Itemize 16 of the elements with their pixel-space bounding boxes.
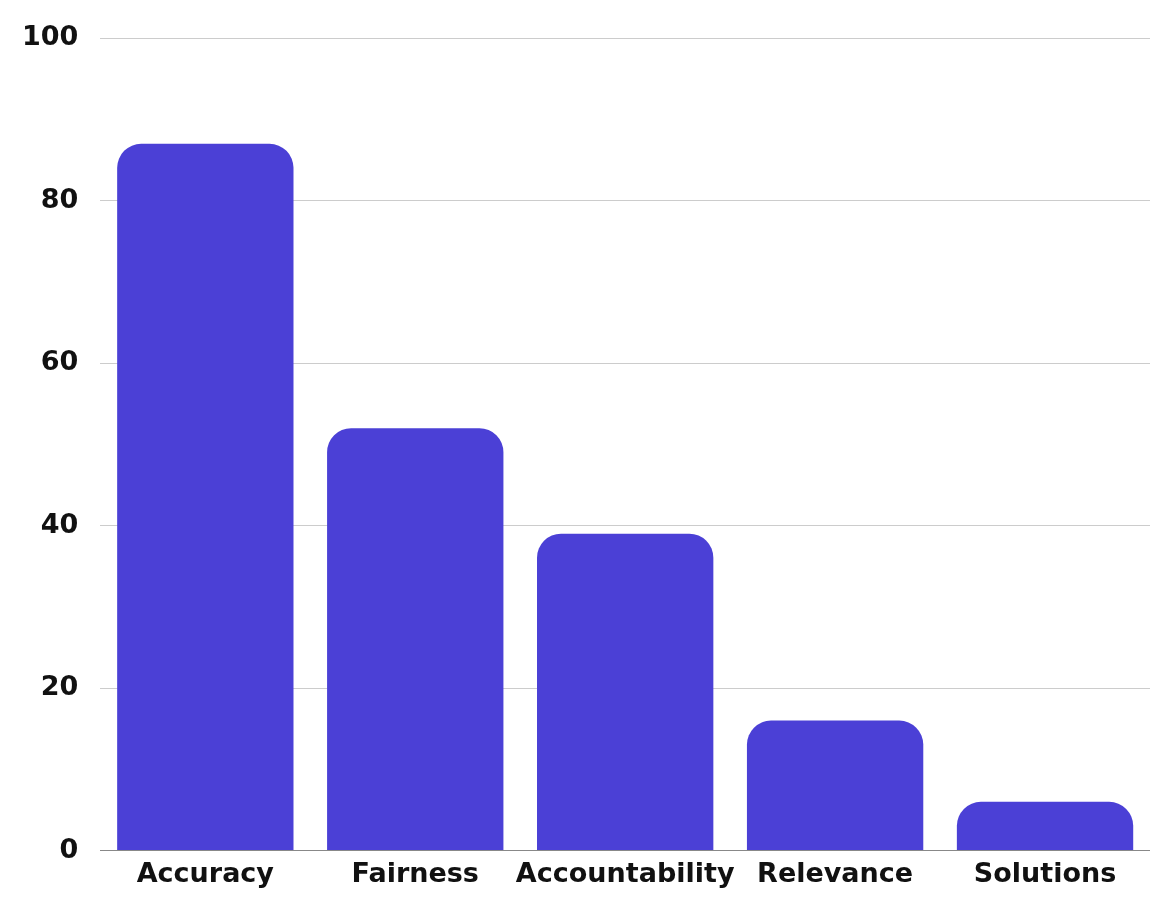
x-tick-label: Accountability (515, 856, 735, 888)
bar (117, 143, 294, 851)
y-tick-label: 40 (40, 507, 79, 539)
y-tick-label: 100 (21, 20, 79, 52)
y-tick-label: 20 (40, 670, 79, 702)
bar (537, 533, 714, 851)
y-tick-label: 80 (40, 182, 79, 214)
x-tick-label: Fairness (351, 856, 479, 888)
x-tick-label: Relevance (757, 856, 914, 888)
bar (956, 801, 1134, 851)
y-tick-label: 60 (40, 345, 79, 377)
bar (327, 428, 504, 851)
y-tick-label: 0 (59, 832, 79, 864)
x-tick-label: Accuracy (136, 856, 275, 888)
bar (746, 720, 924, 851)
x-tick-label: Solutions (973, 856, 1117, 888)
